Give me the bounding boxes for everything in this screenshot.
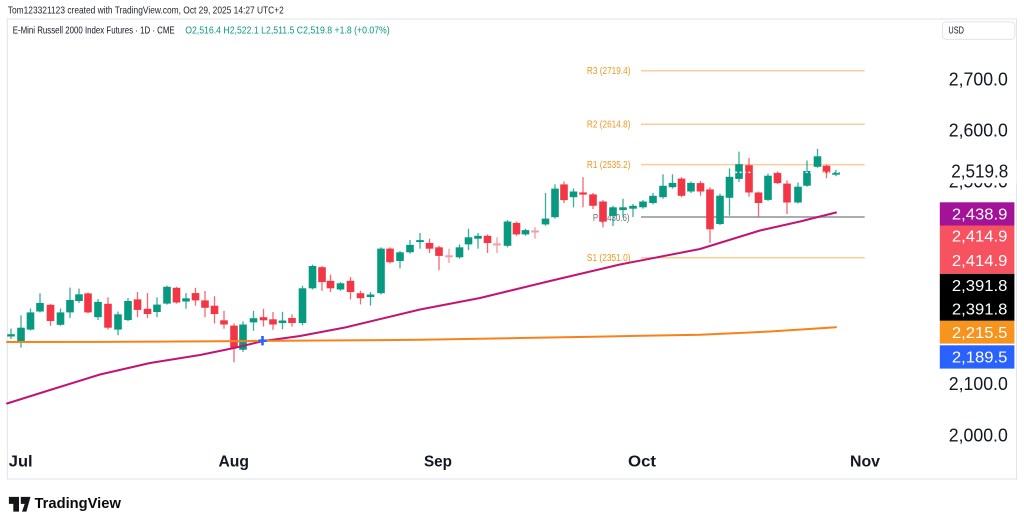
svg-text:2,700.0: 2,700.0: [949, 69, 1008, 89]
svg-text:2,000.0: 2,000.0: [949, 426, 1008, 446]
svg-text:E-Mini Russell 2000 Index Futu: E-Mini Russell 2000 Index Futures · 1D ·…: [13, 25, 175, 37]
svg-text:2,100.0: 2,100.0: [949, 374, 1008, 394]
svg-text:Tom123321123 created with Trad: Tom123321123 created with TradingView.co…: [8, 5, 284, 17]
svg-text:Nov: Nov: [850, 453, 880, 470]
svg-text:Oct: Oct: [628, 453, 657, 470]
svg-text:Sep: Sep: [424, 453, 452, 470]
svg-text:2,215.5: 2,215.5: [952, 325, 1008, 342]
svg-text:TradingView: TradingView: [35, 496, 122, 512]
svg-text:2,414.9: 2,414.9: [952, 253, 1008, 270]
svg-text:2,414.9: 2,414.9: [952, 229, 1008, 246]
svg-text:USD: USD: [948, 26, 964, 37]
svg-text:O2,516.4 H2,522.1 L2,511.5 C2,: O2,516.4 H2,522.1 L2,511.5 C2,519.8 +1.8…: [185, 25, 390, 37]
svg-text:2,519.8: 2,519.8: [951, 162, 1008, 182]
svg-text:2,391.8: 2,391.8: [952, 302, 1008, 319]
svg-text:R1 (2535.2): R1 (2535.2): [587, 160, 631, 171]
svg-text:R3 (2719.4): R3 (2719.4): [587, 66, 631, 77]
svg-text:S1 (2351.0): S1 (2351.0): [587, 253, 631, 264]
svg-text:Aug: Aug: [218, 453, 249, 470]
svg-text:2,189.5: 2,189.5: [952, 350, 1008, 367]
svg-text:2,600.0: 2,600.0: [949, 120, 1008, 140]
svg-text:2,438.9: 2,438.9: [952, 207, 1008, 224]
svg-text:2,391.8: 2,391.8: [952, 278, 1008, 295]
svg-text:R2 (2614.8): R2 (2614.8): [587, 120, 631, 131]
svg-text:Jul: Jul: [9, 453, 33, 470]
